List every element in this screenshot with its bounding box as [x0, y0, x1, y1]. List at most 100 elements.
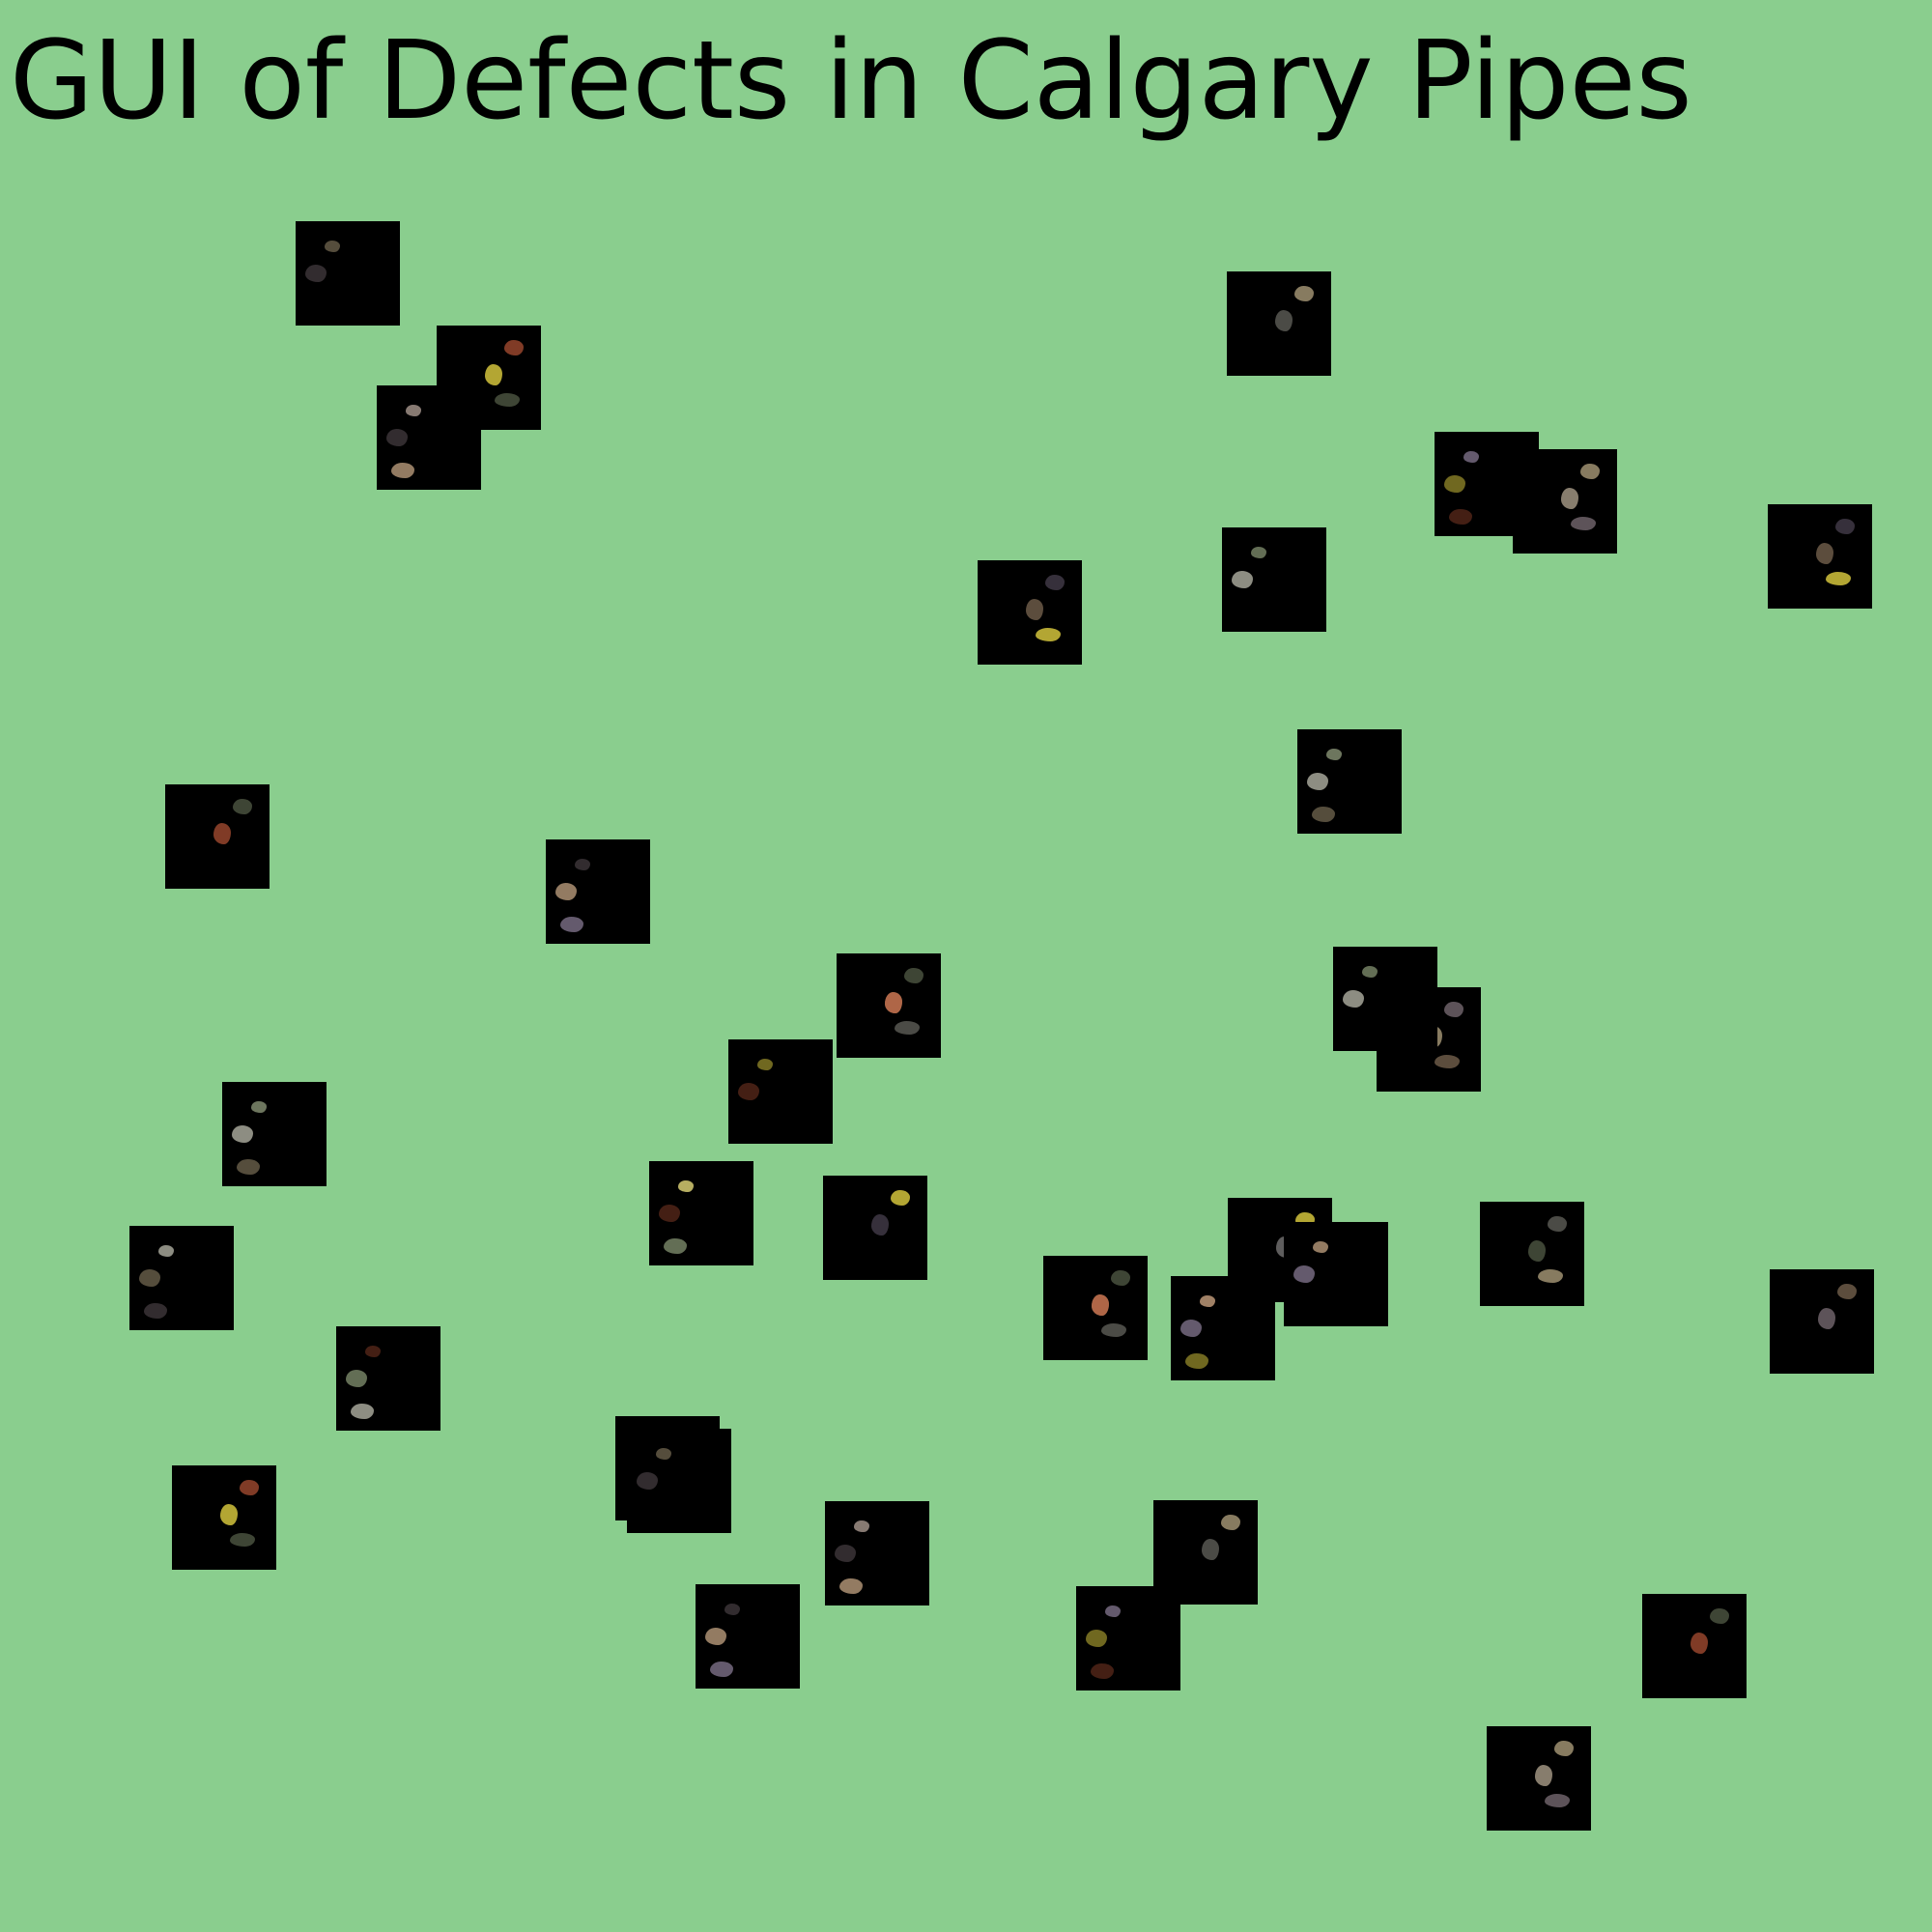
defect-thumbnail[interactable]	[336, 1326, 440, 1431]
defect-mark	[1548, 1216, 1567, 1232]
defect-thumbnail[interactable]	[1642, 1594, 1747, 1698]
defect-mark	[757, 1059, 773, 1070]
defect-thumbnail[interactable]	[437, 326, 541, 430]
defect-thumbnail[interactable]	[627, 1429, 731, 1533]
defect-mark	[213, 823, 231, 844]
defect-thumbnail[interactable]	[1227, 271, 1331, 376]
defect-mark	[710, 1662, 733, 1677]
defect-mark	[1571, 517, 1596, 530]
defect-mark	[1221, 1515, 1240, 1530]
defect-mark	[325, 241, 340, 252]
defect-mark	[891, 1190, 910, 1206]
defect-mark	[1818, 1308, 1835, 1329]
defect-thumbnail[interactable]	[1222, 527, 1326, 632]
defect-thumbnail[interactable]	[1043, 1256, 1148, 1360]
defect-thumbnail[interactable]	[1487, 1726, 1591, 1831]
defect-mark	[738, 1083, 759, 1100]
defect-thumbnail[interactable]	[1480, 1202, 1584, 1306]
defect-mark	[1105, 1605, 1121, 1617]
defect-mark	[1091, 1663, 1114, 1679]
defect-mark	[1275, 310, 1293, 331]
defect-mark	[351, 1404, 374, 1419]
defect-mark	[839, 1578, 863, 1594]
defect-mark	[1690, 1633, 1708, 1654]
defect-mark	[575, 859, 590, 870]
defect-mark	[1837, 1284, 1857, 1299]
defect-mark	[664, 1238, 687, 1254]
defect-thumbnail[interactable]	[978, 560, 1082, 665]
defect-mark	[1180, 1320, 1202, 1337]
defect-mark	[1816, 543, 1833, 564]
defect-mark	[1561, 488, 1578, 509]
defect-thumbnail[interactable]	[222, 1082, 327, 1186]
defect-mark	[230, 1533, 255, 1547]
defect-mark	[1561, 488, 1578, 509]
defect-thumbnail[interactable]	[1171, 1276, 1275, 1380]
defect-mark	[1444, 475, 1465, 493]
defect-mark	[386, 429, 408, 446]
defect-mark	[406, 405, 421, 416]
defect-mark	[555, 883, 577, 900]
defect-mark	[659, 1205, 680, 1222]
defect-mark	[1444, 1002, 1463, 1017]
defect-thumbnail[interactable]	[129, 1226, 234, 1330]
defect-mark	[871, 1214, 889, 1236]
defect-mark	[1101, 1323, 1126, 1337]
defect-thumbnail[interactable]	[296, 221, 400, 326]
defect-mark	[904, 968, 923, 983]
defect-mark	[1835, 519, 1855, 534]
defect-mark	[1826, 572, 1851, 585]
defect-mark	[1710, 1608, 1729, 1624]
defect-thumbnail[interactable]	[823, 1176, 927, 1280]
defect-thumbnail[interactable]	[1284, 1222, 1388, 1326]
defect-mark	[346, 1370, 367, 1387]
defect-thumbnail[interactable]	[1076, 1586, 1180, 1690]
defect-thumbnail[interactable]	[1513, 449, 1617, 554]
defect-thumbnail[interactable]	[825, 1501, 929, 1605]
defect-thumbnail[interactable]	[649, 1161, 753, 1265]
defect-mark	[895, 1021, 920, 1035]
defect-mark	[1326, 749, 1342, 760]
defect-thumbnail[interactable]	[172, 1465, 276, 1570]
defect-mark	[485, 364, 502, 385]
defect-mark	[365, 1346, 381, 1357]
defect-mark	[1554, 1741, 1574, 1756]
defect-thumbnail[interactable]	[837, 953, 941, 1058]
defect-thumbnail[interactable]	[1770, 1269, 1874, 1374]
page-title: GUI of Defects in Calgary Pipes	[10, 18, 1692, 144]
defect-mark	[885, 992, 902, 1013]
defect-mark	[144, 1303, 167, 1319]
defect-mark	[1362, 966, 1378, 978]
defect-thumbnail[interactable]	[728, 1039, 833, 1144]
defect-mark	[560, 917, 583, 932]
defect-thumbnail[interactable]	[696, 1584, 800, 1689]
defect-thumbnail[interactable]	[165, 784, 270, 889]
defect-mark	[835, 1545, 856, 1562]
defect-mark	[1185, 1353, 1208, 1369]
defect-mark	[233, 799, 252, 814]
defect-mark	[1463, 451, 1479, 463]
defect-mark	[139, 1269, 160, 1287]
defect-mark	[1232, 571, 1253, 588]
defect-thumbnail[interactable]	[1768, 504, 1872, 609]
defect-mark	[1307, 773, 1328, 790]
defect-thumbnail[interactable]	[1297, 729, 1402, 834]
defect-thumbnail[interactable]	[1333, 947, 1437, 1051]
defect-mark	[1343, 990, 1364, 1008]
defect-mark	[220, 1504, 238, 1525]
defect-thumbnail[interactable]	[546, 839, 650, 944]
defect-mark	[1449, 509, 1472, 525]
defect-mark	[1086, 1630, 1107, 1647]
defect-mark	[637, 1472, 658, 1490]
defect-mark	[1293, 1265, 1315, 1283]
defect-mark	[656, 1448, 671, 1460]
defect-mark	[232, 1125, 253, 1143]
defect-mark	[1251, 547, 1266, 558]
defect-thumbnail[interactable]	[377, 385, 481, 490]
defect-mark	[1535, 1765, 1552, 1786]
defect-mark	[705, 1628, 726, 1645]
defect-mark	[391, 463, 414, 478]
defect-mark	[854, 1520, 869, 1532]
defect-mark	[1111, 1270, 1130, 1286]
defect-mark	[1435, 1055, 1460, 1068]
